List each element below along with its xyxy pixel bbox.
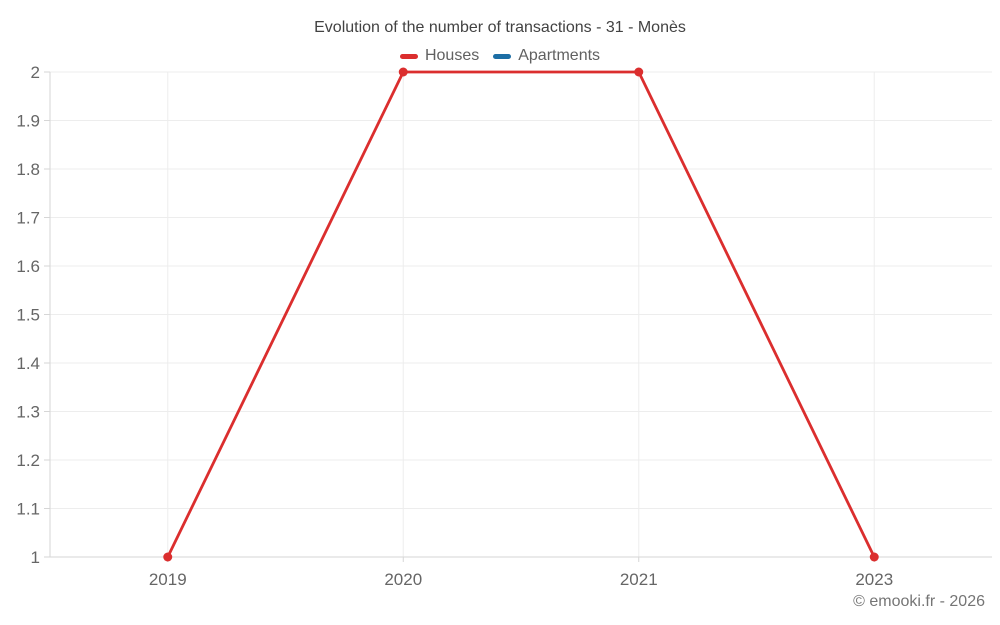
x-tick-label: 2019	[149, 570, 187, 589]
x-tick-label: 2021	[620, 570, 658, 589]
y-tick-label: 1.5	[16, 306, 40, 325]
y-tick-label: 1.6	[16, 257, 40, 276]
apartments-swatch-icon	[493, 53, 512, 59]
houses-swatch-icon	[399, 53, 418, 59]
y-tick-label: 1.9	[16, 112, 40, 131]
data-point-houses-2023[interactable]	[869, 552, 879, 562]
series-line-houses	[166, 70, 876, 559]
legend: Houses Apartments	[0, 47, 1000, 65]
copyright: © emooki.fr - 2026	[853, 593, 985, 610]
legend-item-apartments[interactable]: Apartments	[493, 47, 600, 65]
y-tick-label: 1.1	[16, 500, 40, 519]
y-tick-label: 1.4	[16, 354, 40, 373]
chart-title: Evolution of the number of transactions …	[314, 19, 686, 36]
legend-label-apartments: Apartments	[518, 47, 601, 64]
data-point-houses-2020[interactable]	[398, 67, 408, 77]
y-tick-label: 1.8	[16, 160, 40, 179]
legend-label-houses: Houses	[424, 47, 480, 64]
y-tick-label: 1.2	[16, 451, 40, 470]
legend-item-houses[interactable]: Houses	[399, 47, 480, 65]
x-tick-label: 2023	[855, 570, 893, 589]
data-point-houses-2019[interactable]	[163, 552, 173, 562]
data-point-houses-2021[interactable]	[634, 67, 644, 77]
y-tick-label: 1.3	[16, 403, 40, 422]
y-tick-label: 1	[31, 548, 40, 567]
y-tick-label: 2	[31, 63, 40, 82]
x-tick-label: 2020	[384, 570, 422, 589]
y-tick-label: 1.7	[16, 209, 40, 228]
